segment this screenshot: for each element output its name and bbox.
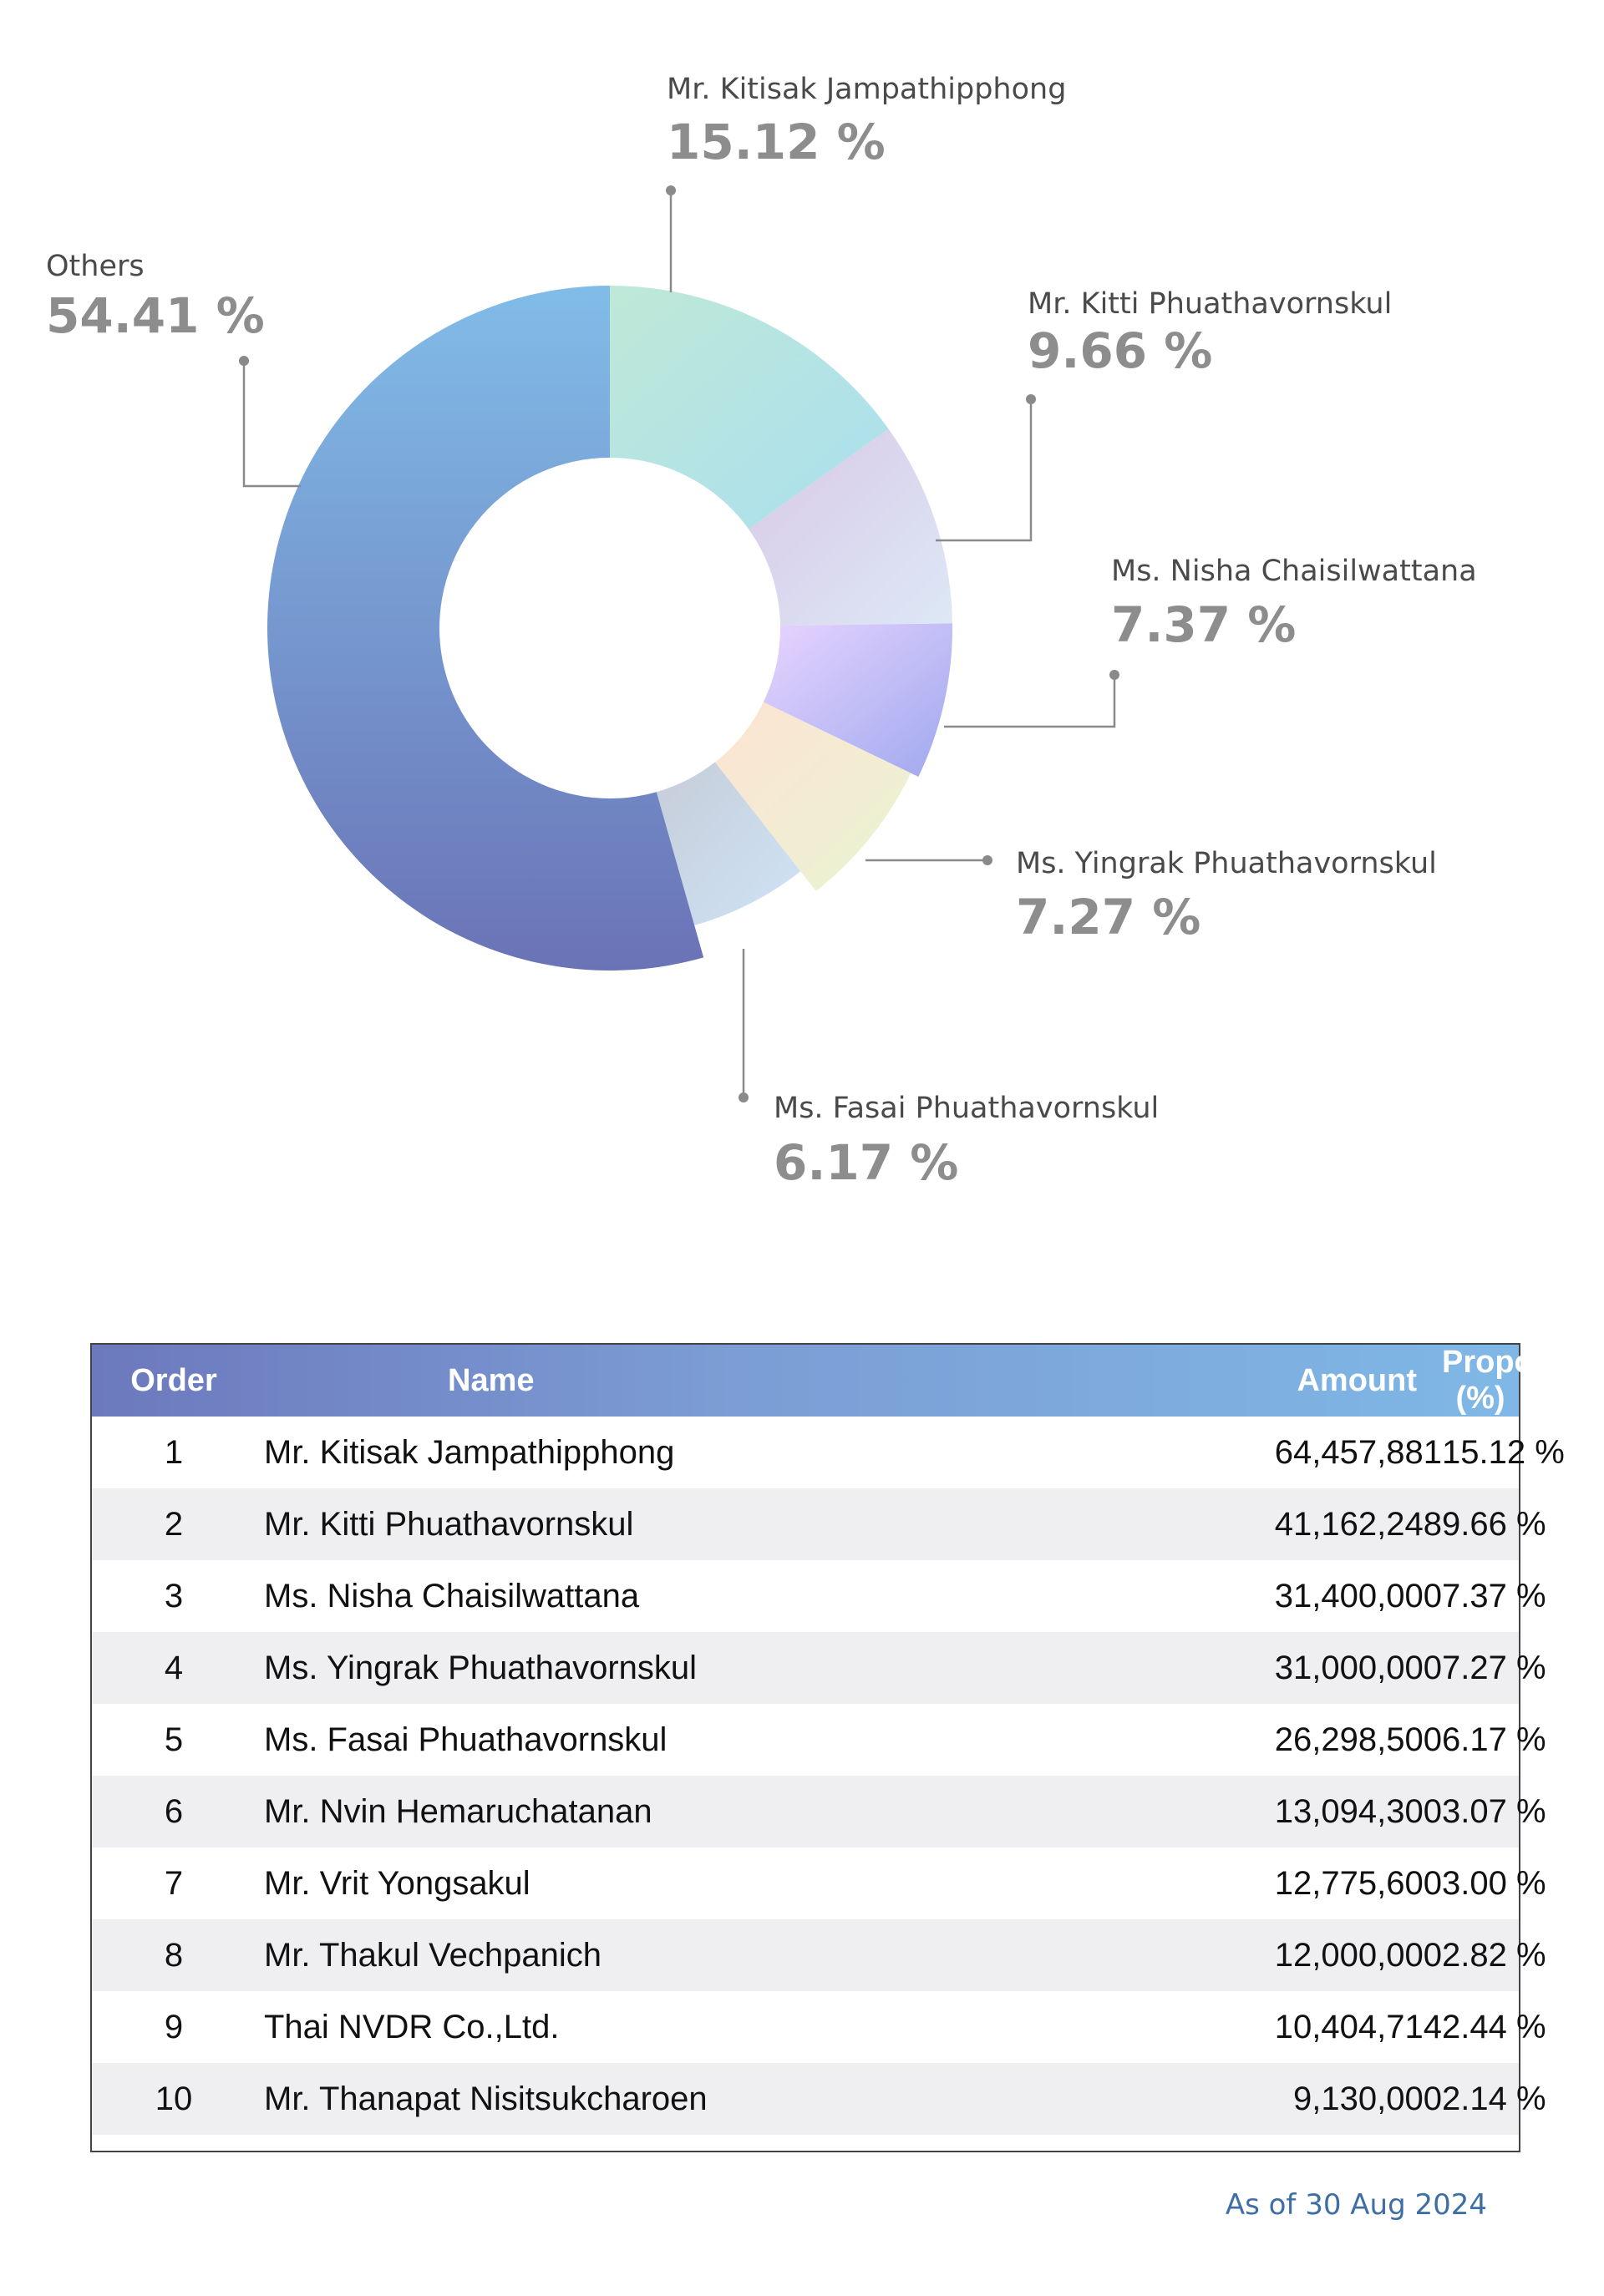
callout-dot [739, 1092, 749, 1102]
cell-proportion: 3.07 % [1442, 1792, 1546, 1830]
slice-label-value: 7.27 % [1016, 889, 1200, 945]
cell-order: 7 [164, 1864, 184, 1902]
slice-label-name: Ms. Nisha Chaisilwattana [1111, 555, 1477, 588]
cell-name: Ms. Nisha Chaisilwattana [264, 1577, 640, 1614]
donut-slice [656, 762, 801, 925]
header-order: Order [130, 1362, 217, 1398]
cell-proportion: 7.37 % [1442, 1577, 1546, 1614]
callout-leader-line [242, 364, 301, 488]
header-name: Name [448, 1362, 535, 1398]
table-row: 9 Thai NVDR Co.,Ltd. 10,404,714 2.44 % [92, 1991, 1546, 2063]
cell-name: Mr. Vrit Yongsakul [264, 1864, 530, 1902]
cell-order: 1 [164, 1433, 184, 1471]
slice-label-name: Others [46, 250, 145, 283]
slice-label-value: 7.37 % [1111, 596, 1296, 653]
callout-dot [666, 185, 676, 195]
cell-proportion: 15.12 % [1442, 1433, 1565, 1471]
cell-amount: 64,457,881 [1274, 1433, 1442, 1471]
donut-slice [610, 286, 889, 530]
table-row: 2 Mr. Kitti Phuathavornskul 41,162,248 9.66… [92, 1488, 1546, 1560]
cell-name: Mr. Thakul Vechpanich [264, 1936, 602, 1974]
cell-proportion: 3.00 % [1442, 1864, 1546, 1902]
table-row: 7 Mr. Vrit Yongsakul 12,775,600 3.00 % [92, 1847, 1546, 1919]
cell-proportion: 2.44 % [1442, 2008, 1546, 2045]
table-header-row: Order Name Amount Proportion (%) [92, 1345, 1604, 1417]
donut-slices [267, 286, 952, 971]
cell-amount: 26,298,500 [1274, 1721, 1442, 1758]
slice-label-value: 15.12 % [667, 114, 886, 170]
cell-proportion: 7.27 % [1442, 1649, 1546, 1686]
slice-label-name: Ms. Yingrak Phuathavornskul [1016, 847, 1437, 880]
cell-order: 3 [164, 1577, 184, 1614]
callout-dot [1109, 670, 1119, 680]
callout-dot [239, 356, 249, 366]
shareholders-table: Order Name Amount Proportion (%) 1 Mr. Ki… [92, 1345, 1604, 2135]
slice-label-value: 54.41 % [46, 287, 265, 344]
cell-order: 10 [155, 2080, 193, 2117]
donut-slice [714, 702, 911, 891]
cell-amount: 13,094,300 [1274, 1792, 1442, 1830]
table-row: 4 Ms. Yingrak Phuathavornskul 31,000,000 7.… [92, 1632, 1546, 1704]
callout-leader-line [944, 678, 1116, 728]
cell-order: 9 [164, 2008, 184, 2045]
slice-label-value: 9.66 % [1028, 322, 1212, 379]
cell-name: Thai NVDR Co.,Ltd. [264, 2008, 560, 2045]
table-row: 6 Mr. Nvin Hemaruchatanan 13,094,300 3.07 % [92, 1776, 1546, 1847]
cell-name: Mr. Nvin Hemaruchatanan [264, 1792, 652, 1830]
cell-amount: 31,000,000 [1274, 1649, 1442, 1686]
cell-amount: 12,775,600 [1274, 1864, 1442, 1902]
donut-callouts: Mr. Kitisak Jampathipphong 15.12 % Mr. Kit… [46, 73, 1477, 1191]
callout-leader-line [936, 403, 1033, 542]
cell-proportion: 6.17 % [1442, 1721, 1546, 1758]
shareholders-table-container: Order Name Amount Proportion (%) 1 Mr. Ki… [90, 1343, 1604, 2152]
cell-amount: 41,162,248 [1274, 1505, 1442, 1543]
cell-name: Mr. Kitisak Jampathipphong [264, 1433, 675, 1471]
callout-dot [1026, 394, 1036, 404]
cell-amount: 9,130,000 [1293, 2080, 1442, 2117]
slice-label-name: Mr. Kitisak Jampathipphong [667, 73, 1066, 106]
table-row: 1 Mr. Kitisak Jampathipphong 64,457,881 15.… [92, 1417, 1565, 1488]
slice-label-value: 6.17 % [774, 1134, 958, 1191]
donut-chart: Mr. Kitisak Jampathipphong 15.12 % Mr. Kit… [46, 73, 1477, 1191]
donut-slice [748, 428, 952, 626]
cell-amount: 12,000,000 [1274, 1936, 1442, 1974]
cell-order: 5 [164, 1721, 184, 1758]
cell-order: 2 [164, 1505, 184, 1543]
header-proportion: Proportion (%) [1442, 1345, 1604, 1416]
as-of-date: As of 30 Aug 2024 [1225, 2188, 1487, 2222]
table-body: 1 Mr. Kitisak Jampathipphong 64,457,881 15.… [92, 1417, 1565, 2135]
cell-amount: 31,400,000 [1274, 1577, 1442, 1614]
cell-name: Mr. Kitti Phuathavornskul [264, 1505, 634, 1543]
donut-slice [267, 286, 704, 971]
cell-amount: 10,404,714 [1274, 2008, 1442, 2045]
header-amount: Amount [1297, 1362, 1417, 1398]
callout-dot [982, 855, 992, 865]
slice-label-name: Ms. Fasai Phuathavornskul [774, 1092, 1159, 1125]
table-row: 10 Mr. Thanapat Nisitsukcharoen 9,130,000 2… [92, 2063, 1546, 2135]
slice-label-name: Mr. Kitti Phuathavornskul [1028, 287, 1392, 321]
cell-proportion: 2.82 % [1442, 1936, 1546, 1974]
table-row: 3 Ms. Nisha Chaisilwattana 31,400,000 7.37 … [92, 1560, 1546, 1632]
cell-order: 4 [164, 1649, 184, 1686]
cell-proportion: 9.66 % [1442, 1505, 1546, 1543]
cell-order: 8 [164, 1936, 184, 1974]
table-row: 5 Ms. Fasai Phuathavornskul 26,298,500 6.17… [92, 1704, 1546, 1776]
cell-proportion: 2.14 % [1442, 2080, 1546, 2117]
donut-slice [763, 623, 952, 778]
cell-name: Ms. Fasai Phuathavornskul [264, 1721, 667, 1758]
cell-order: 6 [164, 1792, 184, 1830]
cell-name: Mr. Thanapat Nisitsukcharoen [264, 2080, 708, 2117]
cell-name: Ms. Yingrak Phuathavornskul [264, 1649, 698, 1686]
table-row: 8 Mr. Thakul Vechpanich 12,000,000 2.82 % [92, 1919, 1546, 1991]
